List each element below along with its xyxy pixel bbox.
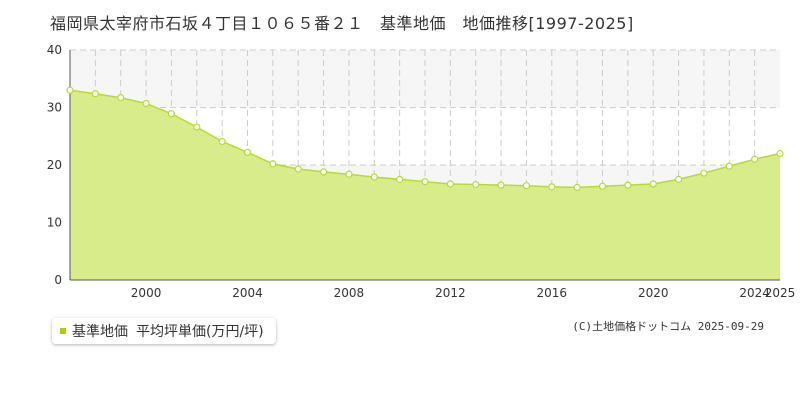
x-tick-label: 2004 [232, 286, 263, 300]
x-tick-label: 2016 [537, 286, 568, 300]
data-point [421, 178, 429, 186]
data-point [751, 155, 759, 163]
data-point [573, 183, 581, 192]
data-point [446, 180, 454, 188]
chart-area: 0 10 20 30 40 2000 2004 2008 2012 2016 2020 202420… [47, 43, 796, 300]
data-point [269, 160, 277, 168]
data-markers [66, 86, 784, 192]
legend-unit-label: 平均坪単価(万円/坪) [136, 324, 264, 340]
y-tick-label: 30 [47, 101, 62, 115]
y-tick-label: 0 [54, 273, 62, 287]
data-point [700, 169, 708, 177]
chart-title: 福岡県太宰府市石坂４丁目１０６５番２１ 基準地価 地価推移[1997-2025] [50, 14, 634, 33]
x-tick-label: 2020 [638, 286, 669, 300]
x-tick-label: 2000 [131, 286, 162, 300]
data-point [497, 181, 505, 189]
legend: 基準地価 平均坪単価(万円/坪) [52, 318, 276, 344]
data-point [598, 182, 607, 190]
copyright-text: (C)土地価格ドットコム 2025-09-29 [572, 320, 764, 333]
data-point [548, 183, 556, 191]
data-point [725, 162, 733, 170]
y-tick-labels: 0 10 20 30 40 [47, 43, 62, 287]
data-point [66, 86, 74, 94]
data-point [624, 181, 632, 189]
data-point [776, 149, 784, 158]
x-tick-label: 2008 [334, 286, 365, 300]
y-tick-label: 10 [47, 216, 62, 230]
data-point [522, 182, 531, 190]
data-point [370, 173, 378, 181]
data-point [117, 94, 125, 102]
x-tick-label: 2012 [435, 286, 466, 300]
y-tick-label: 40 [47, 43, 62, 57]
data-point [396, 175, 404, 183]
legend-swatch [60, 328, 66, 334]
data-point [319, 168, 328, 176]
data-point [649, 180, 657, 188]
data-point [243, 148, 252, 156]
data-point [193, 123, 201, 131]
data-point [167, 110, 176, 118]
legend-series-label: 基準地価 [72, 324, 128, 340]
data-point [345, 170, 353, 178]
data-point [472, 180, 480, 189]
data-point [142, 99, 150, 108]
x-tick-label: 2024 [739, 286, 770, 300]
plot-band [70, 50, 780, 108]
data-point [91, 90, 99, 98]
x-tick-label: 2025 [765, 286, 796, 300]
data-point [294, 165, 302, 173]
data-point [218, 137, 226, 146]
y-tick-label: 20 [47, 158, 62, 172]
data-point [674, 175, 683, 183]
